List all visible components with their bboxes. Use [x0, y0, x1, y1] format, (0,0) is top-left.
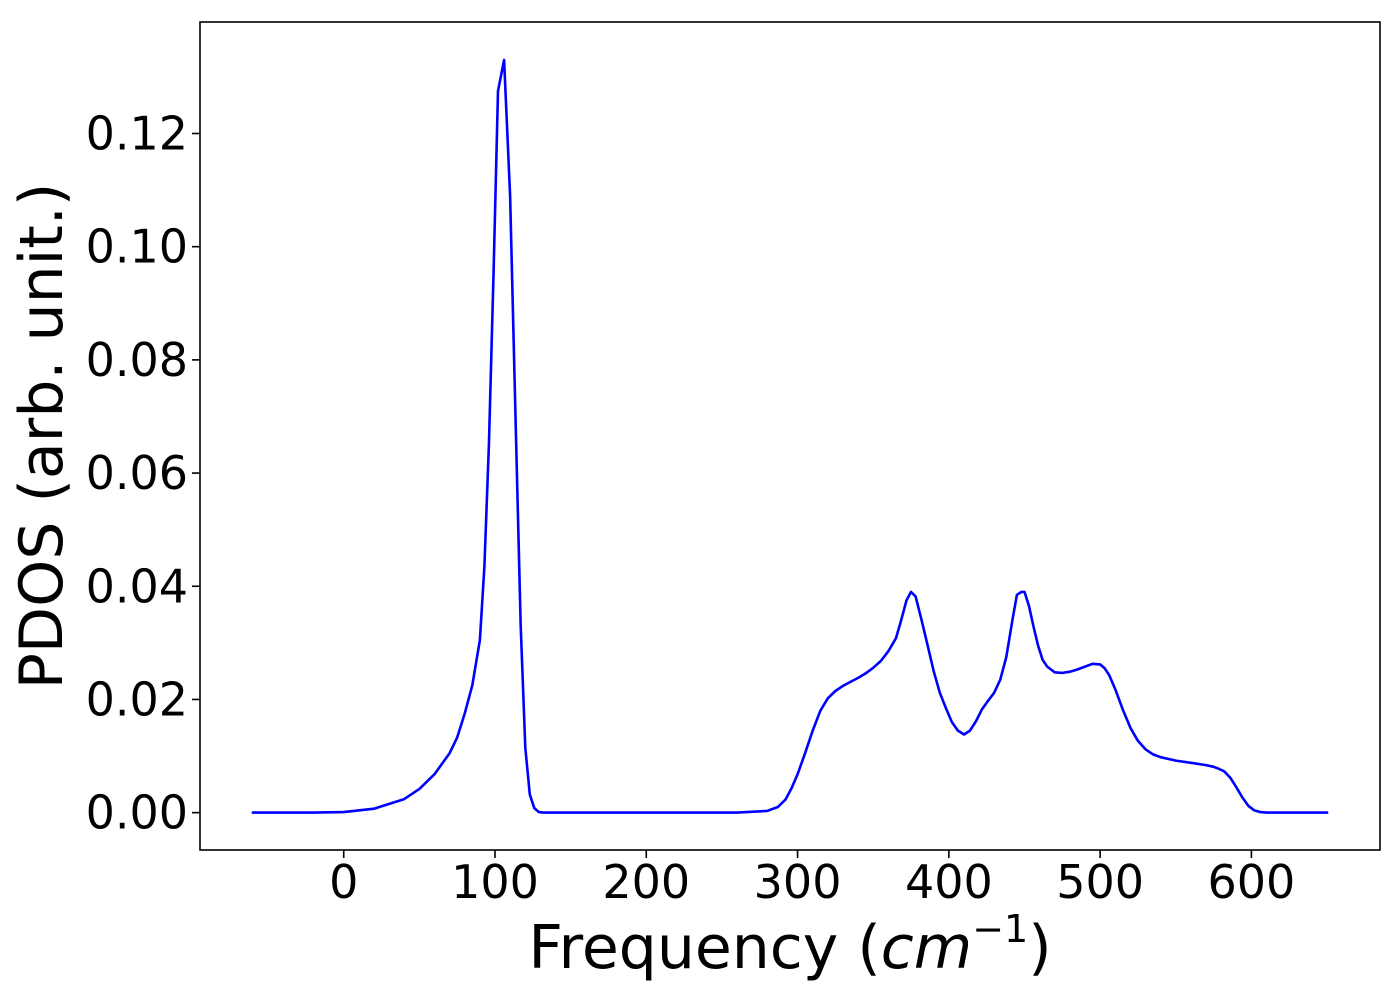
series-layer — [251, 58, 1329, 814]
x-axis-label: Frequency (cm−1) — [528, 907, 1051, 983]
y-tick-label: 0.04 — [86, 559, 188, 613]
x-tick-label: 300 — [754, 855, 842, 909]
y-tick-label: 0.06 — [86, 446, 188, 500]
x-axis-ticks: 0 100 200 300 400 500 600 — [329, 850, 1295, 909]
y-tick-label: 0.00 — [86, 786, 188, 840]
y-axis-ticks: 0.00 0.02 0.04 0.06 0.08 0.10 0.12 — [86, 106, 200, 840]
pdos-series-line — [251, 58, 1329, 814]
plot-area — [199, 21, 1381, 851]
x-tick-label: 600 — [1208, 855, 1296, 909]
y-tick-label: 0.02 — [86, 672, 188, 726]
y-tick-label: 0.08 — [86, 333, 188, 387]
x-tick-label: 400 — [905, 855, 993, 909]
x-tick-label: 0 — [329, 855, 358, 909]
y-tick-label: 0.10 — [86, 220, 188, 274]
y-tick-label: 0.12 — [86, 106, 188, 160]
x-tick-label: 100 — [451, 855, 539, 909]
x-tick-label: 500 — [1056, 855, 1144, 909]
x-tick-label: 200 — [602, 855, 690, 909]
y-axis-label: PDOS (arb. unit.) — [7, 183, 77, 690]
